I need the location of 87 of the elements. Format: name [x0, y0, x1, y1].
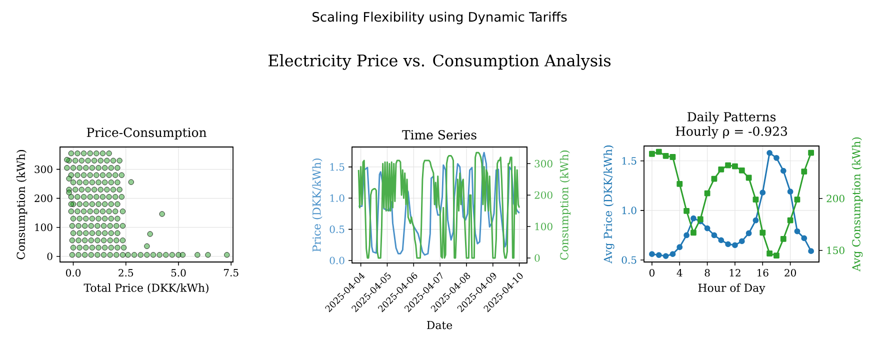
x-axis-title: Total Price (DKK/kWh) [84, 283, 208, 294]
point [801, 235, 808, 242]
y-tick-label: 200 [34, 194, 52, 202]
point [780, 168, 786, 174]
point [808, 150, 814, 156]
y2-tick-label: 300 [534, 160, 552, 168]
point [808, 248, 814, 254]
point [725, 162, 732, 168]
point [711, 176, 718, 182]
point [676, 181, 683, 187]
x-tick-label: 0 [649, 269, 654, 277]
y2-axis-title: Avg Consumption (kWh) [852, 137, 863, 272]
chart-title: Time Series [402, 130, 476, 140]
y-tick-label: 100 [35, 224, 52, 232]
point [704, 225, 710, 232]
point [787, 217, 794, 224]
point [774, 252, 780, 259]
x-tick-label: 20 [784, 269, 796, 277]
x-tick-label: 4 [676, 269, 682, 276]
x-tick-label: 16 [758, 269, 768, 277]
point [766, 250, 773, 256]
point [718, 237, 724, 244]
point [684, 232, 690, 238]
point [801, 168, 808, 174]
text: Scaling Flexibility using Dynamic Tariffs [312, 12, 567, 24]
x-tick-label: 2.5 [118, 269, 134, 277]
chart-title: Daily Patterns [688, 112, 776, 124]
chart-subtitle: Hourly ρ = -0.923 [676, 126, 787, 138]
x-axis-title: Hour of Day [698, 283, 766, 294]
y-tick-label: 1.0 [622, 206, 636, 214]
x-tick-label: 12 [730, 269, 740, 276]
y2-tick-label: 100 [535, 222, 552, 230]
chart-title: Price-Consumption [86, 128, 206, 140]
y2-tick-label: 200 [826, 194, 844, 202]
point [738, 238, 745, 244]
point [746, 174, 752, 181]
point [662, 153, 669, 159]
y-tick-label: 1.0 [330, 194, 344, 202]
point [725, 241, 732, 248]
point [746, 230, 752, 236]
point [656, 252, 662, 258]
point [787, 188, 794, 195]
point [752, 217, 759, 224]
y-tick-label: 0.5 [622, 256, 636, 264]
point [738, 168, 745, 174]
point [656, 148, 662, 155]
y2-tick-label: 0 [534, 254, 540, 262]
point [766, 150, 773, 156]
y-axis-title: Price (DKK/kWh) [312, 158, 322, 252]
y-tick-label: 1.5 [330, 163, 344, 171]
point [711, 232, 718, 238]
point [760, 190, 766, 196]
point [780, 236, 786, 242]
point [752, 196, 759, 202]
point [649, 150, 655, 157]
point [794, 196, 800, 202]
point [684, 208, 690, 214]
x-tick-label: 0.0 [66, 269, 81, 277]
point [676, 244, 683, 250]
point [649, 251, 655, 258]
y-axis-title: Avg Price (DKK/kWh) [604, 145, 614, 264]
y2-axis-title: Consumption (kWh) [560, 150, 570, 260]
point [794, 228, 800, 234]
point [662, 253, 669, 259]
y-tick-label: 1.5 [622, 157, 636, 165]
point [760, 230, 766, 236]
y-tick-label: 300 [34, 166, 52, 174]
point [690, 215, 696, 222]
point [718, 166, 724, 172]
y-tick-label: 0.5 [330, 226, 344, 234]
y-tick-label: 0 [47, 252, 52, 260]
y-axis-title: Consumption (kWh) [16, 150, 28, 260]
point [774, 154, 780, 161]
y-tick-label: 0.0 [330, 256, 344, 264]
text: Electricity Price vs. Consumption Analysis [268, 54, 611, 70]
x-tick-label: 7.5 [224, 269, 238, 276]
y2-tick-label: 200 [534, 191, 552, 199]
x-tick-label: 8 [704, 269, 710, 277]
point [670, 251, 676, 258]
point [704, 190, 710, 196]
point [732, 163, 738, 170]
x-tick-label: 5.0 [171, 269, 186, 277]
y2-tick-label: 150 [827, 246, 844, 254]
point [690, 230, 696, 236]
point [732, 242, 738, 248]
x-axis-title: Date [427, 321, 452, 330]
point [670, 154, 676, 160]
